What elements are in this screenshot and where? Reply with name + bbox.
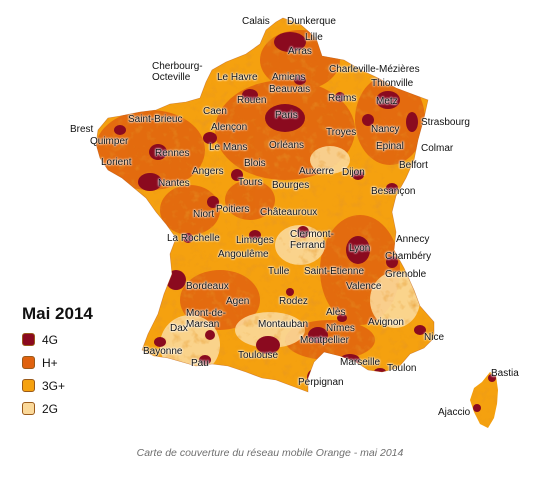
city-label: Calais [242,16,270,27]
city-label: Brest [70,124,94,135]
city-label: Beauvais [269,84,311,95]
city-label: Dax [170,323,188,334]
legend-label: 2G [42,401,59,416]
city-label: Belfort [399,160,428,171]
city-label: Quimper [90,136,129,147]
city-label: Grenoble [385,269,427,280]
legend-label: 4G [42,332,59,347]
city-label: Alençon [211,122,248,133]
city-label: Annecy [396,234,430,245]
city-label: Toulon [387,363,417,374]
legend-title: Mai 2014 [22,304,93,323]
city-label: Cherbourg- Octeville [152,61,203,83]
city-label: Lille [305,32,323,43]
city-label: Marseille [340,357,381,368]
city-label: Paris [275,110,298,121]
city-label: Agen [226,296,250,307]
legend-swatch [22,356,35,369]
city-label: Clermont- Ferrand [290,229,334,251]
city-label: Avignon [368,317,404,328]
city-label: Orléans [269,140,305,151]
legend: Mai 2014 4G H+ 3G+ 2G [22,304,93,420]
city-label: Auxerre [299,166,335,177]
city-label: Niort [193,209,215,220]
city-label: Bordeaux [186,281,229,292]
city-label: Ajaccio [438,407,471,418]
legend-items: 4G H+ 3G+ 2G [22,328,93,420]
city-label: Dijon [342,167,365,178]
city-label: Nancy [371,124,400,135]
city-label: Amiens [272,72,306,83]
legend-item: 2G [22,397,93,420]
city-label: Bourges [272,180,310,191]
city-label: Strasbourg [421,117,470,128]
legend-item: H+ [22,351,93,374]
city-label: Lorient [101,157,132,168]
city-label: Limoges [236,235,274,246]
city-label: Rodez [279,296,308,307]
city-label: Montauban [258,319,309,330]
city-label: Châteauroux [260,207,318,218]
legend-swatch [22,379,35,392]
city-label: Thionville [371,78,414,89]
city-label: Epinal [376,141,404,152]
city-label: Angers [192,166,224,177]
city-label: Tulle [268,266,290,277]
city-label: Poitiers [216,204,250,215]
map-caption: Carte de couverture du réseau mobile Ora… [136,447,404,459]
city-label: Reims [328,93,357,104]
city-label: Lyon [349,243,371,254]
legend-item: 4G [22,328,93,351]
city-label: Bastia [491,368,519,379]
city-label: Toulouse [238,350,279,361]
city-label: Nice [424,332,445,343]
city-label: Colmar [421,143,454,154]
city-label: Arras [288,46,312,57]
city-label: Chambéry [385,251,432,262]
city-label: Alès [326,307,346,318]
city-label: Le Mans [209,142,248,153]
legend-label: 3G+ [42,378,66,393]
legend-item: 3G+ [22,374,93,397]
city-label: Saint-Brieuc [128,114,183,125]
legend-label: H+ [42,355,58,370]
city-label: Besançon [371,186,416,197]
city-label: Saint-Etienne [304,266,365,277]
city-label: La Rochelle [167,233,220,244]
city-label: Caen [203,106,227,117]
city-label: Rouen [237,95,267,106]
city-label: Nîmes [326,323,355,334]
city-label: Montpellier [300,335,349,346]
city-label: Perpignan [298,377,344,388]
city-label: Tours [238,177,263,188]
city-label: Rennes [155,148,190,159]
city-label: Troyes [326,127,357,138]
city-label: Pau [191,358,209,369]
city-label: Charleville-Mézières [329,64,420,75]
legend-swatch [22,402,35,415]
city-label: Mont-de- Marsan [186,308,227,330]
city-label: Metz [376,96,398,107]
city-label: Bayonne [143,346,183,357]
city-label: Valence [346,281,382,292]
city-label: Dunkerque [287,16,336,27]
city-label: Angoulême [218,249,269,260]
legend-swatch [22,333,35,346]
city-label: Nantes [158,178,190,189]
city-label: Blois [244,158,266,169]
city-label: Le Havre [217,72,258,83]
